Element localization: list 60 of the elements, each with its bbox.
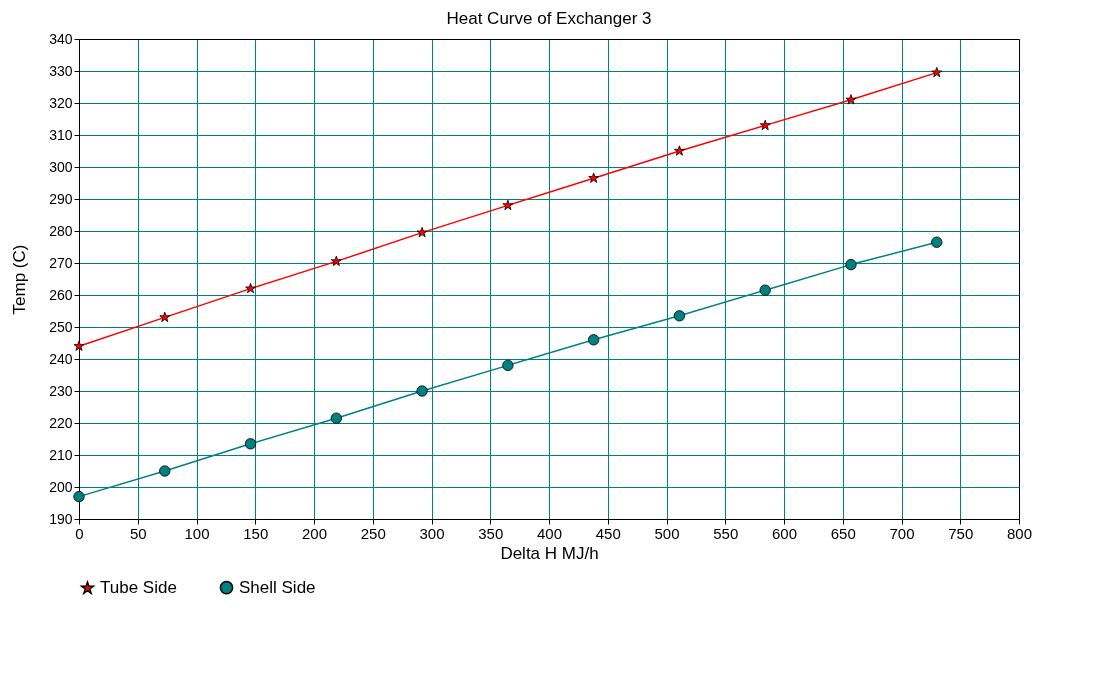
y-tick-label: 250: [49, 318, 73, 335]
y-tick-label: 270: [49, 254, 73, 271]
x-tick-label: 50: [129, 524, 147, 542]
y-tick-label: 340: [49, 30, 73, 47]
point: [759, 119, 771, 131]
y-tick-label: 220: [49, 414, 73, 431]
point: [330, 255, 342, 267]
y-tick-label: 280: [49, 222, 73, 239]
x-tick-label: 750: [948, 524, 974, 542]
point: [931, 236, 943, 248]
point: [845, 94, 857, 105]
x-tick-label: 450: [595, 524, 621, 542]
y-tick-label: 210: [49, 446, 73, 463]
y-tick-label: 230: [49, 382, 73, 399]
point: [416, 385, 428, 397]
point: [502, 199, 514, 211]
x-axis-title: Delta H MJ/h: [500, 543, 599, 563]
point: [416, 226, 428, 238]
x-tick-label: 550: [713, 524, 739, 542]
x-tick-label: 650: [830, 524, 856, 542]
y-tick-label: 240: [49, 350, 73, 367]
point: [759, 284, 771, 296]
x-tick-label: 700: [889, 524, 915, 542]
point: [73, 340, 85, 351]
x-tick-label: 0: [75, 524, 84, 542]
y-axis-title: Temp (C): [10, 244, 30, 315]
y-tick-label: 200: [49, 478, 73, 495]
x-tick-label: 400: [536, 524, 563, 542]
point: [245, 282, 256, 294]
y-tick-label: 330: [49, 62, 73, 79]
legend-label: Shell Side: [239, 577, 316, 597]
y-tick-label: 310: [49, 126, 73, 143]
x-tick-label: 150: [243, 524, 269, 542]
x-tick-label: 250: [360, 524, 386, 542]
x-tick-label: 200: [301, 524, 328, 542]
y-tick-label: 260: [49, 286, 73, 303]
y-tick-label: 190: [49, 510, 73, 527]
y-tick-label: 320: [49, 94, 73, 111]
point: [931, 66, 943, 78]
point: [588, 334, 600, 346]
y-tick-label: 290: [49, 190, 73, 207]
point: [159, 311, 171, 323]
chart-title: Heat Curve of Exchanger 3: [446, 9, 652, 28]
point: [845, 258, 857, 271]
point: [244, 438, 257, 450]
y-tick-label: 300: [49, 158, 73, 175]
point: [502, 359, 514, 372]
x-tick-label: 800: [1006, 524, 1033, 542]
point: [330, 412, 342, 424]
x-tick-label: 350: [478, 524, 504, 542]
x-tick-label: 500: [654, 524, 680, 542]
point: [674, 145, 685, 156]
point: [588, 172, 600, 183]
point: [159, 465, 171, 477]
x-tick-label: 300: [419, 524, 445, 542]
point: [73, 490, 85, 503]
point: [673, 310, 686, 322]
legend-label: Tube Side: [100, 578, 177, 598]
x-tick-label: 600: [771, 524, 798, 542]
x-tick-label: 100: [184, 524, 210, 542]
